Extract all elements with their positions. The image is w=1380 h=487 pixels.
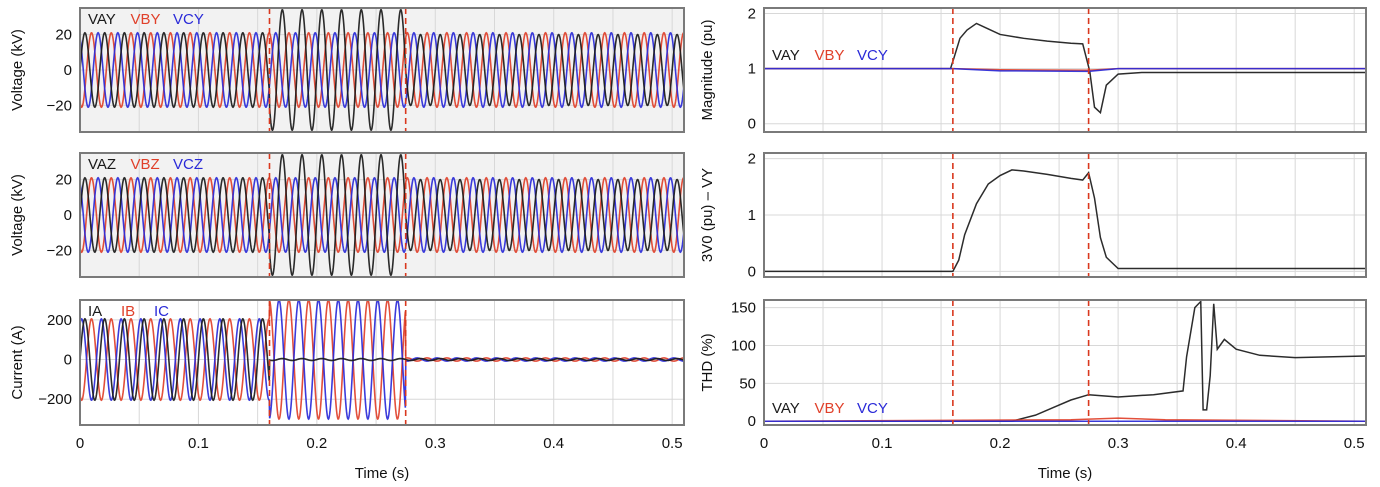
legend-label-ic: IC — [154, 303, 169, 320]
y-tick-label: 0 — [64, 352, 72, 369]
series-line-vay — [764, 300, 1366, 422]
series-line-vby — [80, 31, 684, 109]
y-tick-label: 0 — [64, 62, 72, 79]
y-tick-label: 0 — [748, 116, 756, 133]
plot-frame — [79, 299, 685, 426]
series-line-vay — [764, 22, 1366, 115]
series-line-3v0 — [764, 169, 1366, 273]
chart-panel-voltage-y: −20 0 20 Voltage (kV) VAY VBY VCY — [9, 7, 685, 133]
legend-label-vay: VAY — [88, 11, 116, 28]
plot-area — [764, 300, 1366, 425]
y-tick-label: 2 — [748, 6, 756, 23]
series-group — [80, 300, 684, 421]
y-tick-label: 0 — [748, 413, 756, 430]
plot-frame — [763, 7, 1367, 133]
series-group — [764, 22, 1366, 115]
y-axis-label: Current (A) — [9, 325, 26, 399]
y-tick-label: 20 — [55, 27, 72, 44]
x-tick-label: 0 — [76, 435, 84, 452]
y-tick-label: 0 — [748, 263, 756, 280]
series-line-vaz — [80, 153, 684, 277]
y-tick-label: 0 — [64, 207, 72, 224]
chart-panel-thd: 0 50 100 150 THD (%) VAY VBY VCY 0 0.1 0.2 0.3 0.4 0.… — [699, 299, 1367, 482]
x-tick-label: 0.5 — [1344, 435, 1365, 452]
series-line-vbz — [80, 176, 684, 254]
y-axis-label: THD (%) — [699, 333, 716, 391]
x-tick-label: 0.1 — [872, 435, 893, 452]
y-tick-label: −20 — [47, 242, 72, 259]
legend-label-vby: VBY — [131, 11, 161, 28]
x-tick-label: 0.3 — [1108, 435, 1129, 452]
legend-label-vaz: VAZ — [88, 156, 116, 173]
series-line-vay — [80, 8, 684, 132]
legend-label-vbz: VBZ — [131, 156, 160, 173]
series-group — [80, 153, 684, 277]
x-axis-label: Time (s) — [1038, 465, 1092, 482]
chart-panel-voltage-z: −20 0 20 Voltage (kV) VAZ VBZ VCZ — [9, 152, 685, 278]
y-tick-label: −20 — [47, 97, 72, 114]
y-tick-label: 100 — [731, 337, 756, 354]
plot-frame — [763, 152, 1367, 278]
x-tick-label: 0.3 — [425, 435, 446, 452]
series-line-ic — [80, 300, 684, 421]
x-tick-label: 0.4 — [1226, 435, 1247, 452]
legend-label-vcy: VCY — [173, 11, 204, 28]
y-axis-label: Voltage (kV) — [9, 29, 26, 111]
y-tick-label: 1 — [748, 61, 756, 78]
series-group — [764, 300, 1366, 422]
series-line-ib — [80, 300, 684, 421]
plot-frame — [79, 152, 685, 278]
legend-label-vby: VBY — [815, 47, 845, 64]
y-tick-label: 2 — [748, 151, 756, 168]
y-tick-label: 1 — [748, 207, 756, 224]
y-tick-label: 50 — [739, 375, 756, 392]
series-group — [764, 169, 1366, 273]
series-line-ia — [80, 317, 684, 402]
legend-label-vcy: VCY — [857, 47, 888, 64]
y-tick-label: 150 — [731, 300, 756, 317]
plot-frame — [763, 299, 1367, 426]
x-tick-label: 0 — [760, 435, 768, 452]
x-tick-label: 0.5 — [662, 435, 683, 452]
legend-label-ib: IB — [121, 303, 135, 320]
legend-label-vby: VBY — [815, 400, 845, 417]
series-line-vcy — [764, 67, 1366, 73]
legend-label-vcz: VCZ — [173, 156, 203, 173]
series-line-vby — [764, 417, 1366, 422]
series-group — [80, 8, 684, 132]
x-tick-label: 0.4 — [543, 435, 564, 452]
legend-label-vay: VAY — [772, 47, 800, 64]
x-axis-label: Time (s) — [355, 465, 409, 482]
chart-panel-3v0: 0 1 2 3V0 (pu) – VY — [699, 151, 1367, 280]
legend-label-vcy: VCY — [857, 400, 888, 417]
chart-panel-current: −200 0 200 Current (A) IA IB IC 0 0.1 0.2 0.3 0.4 0.… — [9, 299, 685, 482]
y-tick-label: 200 — [47, 312, 72, 329]
chart-panel-magnitude: 0 1 2 Magnitude (pu) VAY VBY VCY — [699, 6, 1367, 133]
x-tick-label: 0.2 — [990, 435, 1011, 452]
y-axis-label: Voltage (kV) — [9, 174, 26, 256]
y-tick-label: 20 — [55, 172, 72, 189]
x-tick-label: 0.1 — [188, 435, 209, 452]
legend-label-ia: IA — [88, 303, 102, 320]
plot-frame — [79, 7, 685, 133]
legend-label-vay: VAY — [772, 400, 800, 417]
x-tick-label: 0.2 — [306, 435, 327, 452]
y-tick-label: −200 — [38, 391, 72, 408]
y-axis-label: 3V0 (pu) – VY — [699, 168, 716, 262]
y-axis-label: Magnitude (pu) — [699, 20, 716, 121]
